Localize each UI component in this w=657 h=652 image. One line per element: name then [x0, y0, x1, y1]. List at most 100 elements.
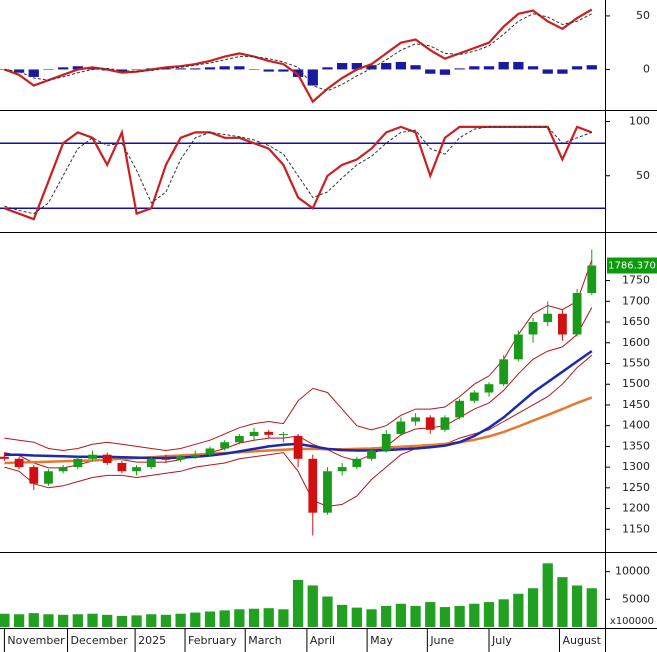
candle-body	[425, 417, 435, 430]
volume-bar	[175, 613, 186, 627]
y-tick-label: 1150	[622, 522, 650, 535]
x-tick-label: March	[248, 634, 282, 647]
volume-bar	[87, 613, 98, 627]
candle-body	[29, 467, 39, 484]
macd-histogram-bar	[527, 66, 539, 70]
macd-histogram-bar	[337, 63, 348, 70]
macd-histogram-bar	[204, 67, 216, 70]
y-tick-label: 50	[636, 169, 650, 182]
indicator-line	[4, 13, 593, 92]
candle-body	[14, 458, 24, 468]
candle-body	[528, 322, 538, 335]
macd-histogram-bar	[234, 66, 245, 70]
candle-body	[279, 433, 288, 435]
macd-histogram-bar	[557, 69, 568, 74]
macd-histogram-bar	[219, 66, 230, 70]
volume-bar	[322, 596, 333, 627]
candle-body	[352, 458, 362, 468]
macd-histogram-bar	[72, 66, 83, 70]
candle-body	[455, 400, 465, 418]
y-tick-label: 1400	[622, 419, 650, 432]
candle-body	[176, 456, 186, 460]
y-tick-label: 100	[629, 115, 650, 128]
volume-bar	[483, 602, 495, 627]
volume-bar	[43, 614, 54, 627]
volume-bar	[425, 602, 436, 627]
candle-body	[367, 450, 376, 459]
volume-bar	[351, 607, 362, 627]
y-tick-label: 1200	[622, 502, 650, 515]
volume-bar	[337, 604, 348, 627]
macd-histogram-bar	[542, 69, 553, 74]
volume-bar	[13, 614, 25, 627]
candle-body	[396, 421, 406, 434]
macd-histogram-bar	[322, 67, 333, 70]
y-tick-label: 1650	[622, 315, 650, 328]
volume-bar	[395, 603, 407, 627]
macd-histogram-bar	[307, 69, 318, 86]
candle-body	[249, 431, 259, 437]
macd-histogram-bar	[381, 63, 392, 70]
macd-histogram-bar	[278, 69, 289, 72]
y-tick-label: 1550	[622, 356, 650, 369]
macd-histogram-bar	[351, 63, 362, 70]
volume-bar	[278, 609, 289, 627]
candle-body	[308, 458, 318, 513]
candle-body	[587, 265, 597, 294]
candle-body	[323, 471, 332, 513]
volume-bar	[381, 605, 392, 627]
candle-body	[440, 417, 450, 430]
volume-bar	[116, 615, 128, 627]
candle-body	[513, 334, 523, 360]
volume-bar	[102, 614, 113, 627]
candle-body	[44, 471, 53, 484]
macd-histogram-bar	[58, 67, 69, 70]
y-tick-label: 5000	[622, 592, 650, 605]
y-tick-label: 1350	[622, 439, 650, 452]
macd-histogram-bar	[586, 65, 597, 70]
candle-body	[411, 417, 420, 422]
macd-histogram-bar	[513, 61, 524, 70]
candle-body	[161, 458, 171, 460]
y-tick-label: 1300	[622, 460, 650, 473]
candle-body	[381, 433, 391, 451]
y-tick-label: 1450	[622, 398, 650, 411]
volume-bar	[498, 599, 509, 627]
y-tick-label: 10000	[615, 565, 650, 578]
volume-bar	[586, 588, 597, 627]
volume-bar	[542, 563, 553, 627]
volume-bar	[58, 614, 69, 627]
macd-histogram-bar	[454, 68, 465, 70]
volume-bar	[28, 613, 39, 627]
macd-histogram-bar	[439, 69, 451, 75]
x-tick-label: August	[562, 634, 601, 647]
volume-unit: x100000	[610, 616, 654, 627]
candle-body	[558, 313, 567, 335]
candle-body	[190, 454, 200, 457]
y-tick-label: 1250	[622, 481, 650, 494]
volume-bar	[527, 588, 539, 627]
candle-body	[0, 456, 9, 459]
macd-histogram-bar	[248, 69, 260, 70]
volume-bar	[234, 609, 245, 627]
volume-bar	[219, 610, 230, 627]
macd-histogram-bar	[160, 68, 172, 70]
x-tick-label: June	[429, 634, 454, 647]
candle-body	[469, 392, 479, 401]
candle-body	[73, 458, 83, 468]
macd-histogram-bar	[469, 66, 480, 70]
macd-histogram-bar	[28, 69, 39, 77]
x-tick-label: February	[188, 634, 237, 647]
candle-body	[88, 454, 97, 459]
volume-bar	[571, 585, 583, 627]
volume-bar	[0, 613, 10, 627]
candle-body	[205, 448, 215, 455]
volume-bar	[160, 614, 172, 627]
macd-histogram-bar	[571, 66, 583, 70]
macd-histogram-bar	[292, 69, 304, 77]
volume-bar	[366, 609, 377, 627]
candle-body	[117, 462, 127, 472]
y-tick-label: 50	[636, 9, 650, 22]
